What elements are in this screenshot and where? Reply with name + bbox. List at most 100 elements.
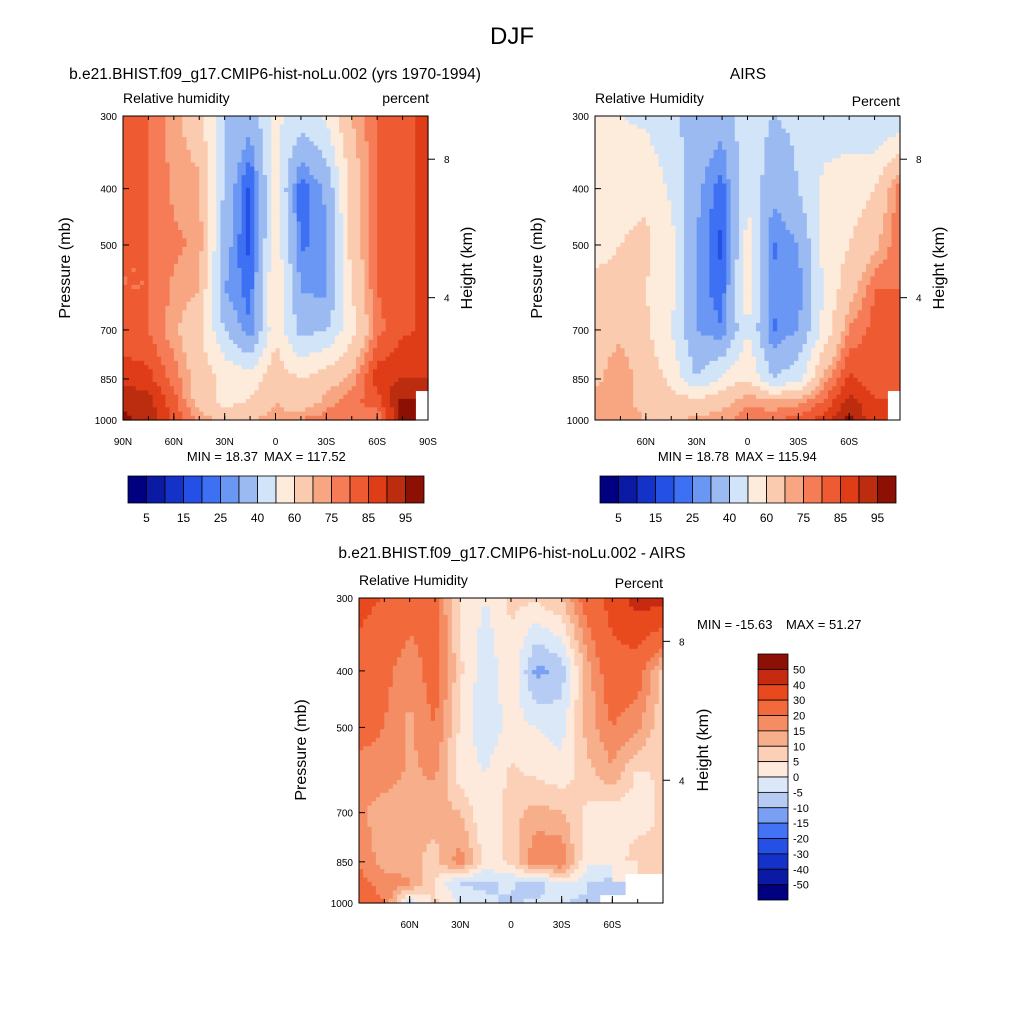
panel-model-cell <box>296 301 302 307</box>
panel-model-cell <box>258 137 264 142</box>
panel-model-cell <box>254 255 260 261</box>
panel-model-cell <box>389 132 395 138</box>
panel-model-cell <box>123 314 128 320</box>
panel-model-cell <box>195 339 200 345</box>
panel-model-cell <box>250 179 255 185</box>
panel-model-cell <box>385 230 391 235</box>
panel-model-cell <box>178 268 183 273</box>
panel-model-cell <box>330 128 336 134</box>
panel-model-cell <box>156 352 162 358</box>
panel-model-cell <box>245 213 251 218</box>
panel-model-cell <box>339 293 344 299</box>
panel-model-cell <box>334 322 340 328</box>
panel-model-cell <box>351 356 357 362</box>
panel-model-cell <box>220 314 226 320</box>
panel-model-cell <box>368 386 374 392</box>
panel-model-cell <box>419 204 425 210</box>
panel-model-cell <box>220 310 226 316</box>
panel-model-cell <box>292 217 298 223</box>
panel-model-cell <box>275 268 281 273</box>
panel-model-cell <box>237 183 243 189</box>
panel-model-cell <box>305 238 310 244</box>
panel-model-cell <box>402 120 408 126</box>
panel-model-cell <box>364 398 370 404</box>
panel-model-cell <box>305 204 310 210</box>
panel-model-cell <box>309 259 315 265</box>
panel-model-cell <box>368 137 374 142</box>
panel-model-cell <box>182 310 188 316</box>
panel-model-cell <box>258 382 264 387</box>
panel-model-cell <box>330 234 336 240</box>
panel-model-cell <box>156 272 162 278</box>
panel-model-cell <box>139 280 145 286</box>
panel-model-cell <box>406 318 412 324</box>
panel-model-cell <box>368 335 374 341</box>
panel-model-cell <box>347 398 353 404</box>
panel-model-cell <box>347 141 353 147</box>
panel-model-cell <box>389 175 395 180</box>
panel-model-cell <box>254 263 260 269</box>
panel-model-cell <box>131 213 137 218</box>
panel-model-cell <box>423 310 429 316</box>
panel-model-cell <box>216 335 222 341</box>
panel-model-cell <box>351 170 357 176</box>
panel-model-cell <box>406 170 412 176</box>
panel-model-cell <box>245 377 251 383</box>
panel-model-cell <box>169 373 175 379</box>
panel-model-cell <box>271 196 277 202</box>
panel-model-cell <box>178 356 183 362</box>
panel-model-cell <box>139 407 145 413</box>
panel-model-cell <box>135 196 141 202</box>
panel-model-cell <box>207 335 213 341</box>
panel-model-cell <box>148 116 154 121</box>
panel-model-cell <box>402 335 408 341</box>
panel-model-cell <box>178 192 183 197</box>
panel-model-cell <box>139 145 145 151</box>
panel-model-cell <box>173 356 179 362</box>
panel-model-cell <box>203 255 209 261</box>
panel-model-cell <box>228 293 234 299</box>
panel-model-cell <box>178 348 183 354</box>
panel-model-cell <box>161 234 166 240</box>
panel-model-cell <box>334 382 340 387</box>
panel-model-cell <box>182 403 188 408</box>
panel-model-cell <box>165 348 171 354</box>
panel-model-cell <box>377 230 383 235</box>
panel-model-cell <box>322 141 327 147</box>
panel-model-cell <box>372 318 378 324</box>
panel-model-cell <box>372 398 378 404</box>
panel-model-cell <box>279 318 285 324</box>
panel-model-cell <box>271 221 277 227</box>
panel-model-cell <box>411 293 416 299</box>
panel-model-cell <box>313 230 319 235</box>
panel-model-cell <box>245 217 251 223</box>
panel-model-cell <box>178 230 183 235</box>
panel-model-cell <box>415 234 421 240</box>
panel-model-cell <box>156 124 162 130</box>
panel-model-cell <box>123 230 128 235</box>
panel-model-cell <box>377 242 383 248</box>
panel-model-cell <box>216 314 222 320</box>
panel-model-cell <box>169 234 175 240</box>
panel-model-cell <box>203 268 209 273</box>
panel-model-cell <box>169 255 175 261</box>
panel-model-cell <box>322 137 327 142</box>
panel-model-cell <box>372 322 378 328</box>
panel-model-cell <box>305 365 310 370</box>
panel-model-cell <box>283 339 289 345</box>
panel-model-cell <box>152 377 158 383</box>
panel-model-cell <box>186 356 192 362</box>
panel-model-cell <box>368 339 374 345</box>
panel-model-cell <box>245 246 251 252</box>
panel-model-cell <box>139 196 145 202</box>
panel-model-cell <box>250 318 255 324</box>
panel-model-cell <box>152 369 158 375</box>
panel-model-cell <box>423 145 429 151</box>
panel-model-cell <box>169 217 175 223</box>
panel-model-cell <box>262 289 268 294</box>
panel-model-cell <box>207 348 213 354</box>
panel-model-cell <box>339 365 344 370</box>
panel-model-cell <box>317 272 323 278</box>
panel-model-cell <box>385 365 391 370</box>
panel-model-cell <box>216 407 222 413</box>
